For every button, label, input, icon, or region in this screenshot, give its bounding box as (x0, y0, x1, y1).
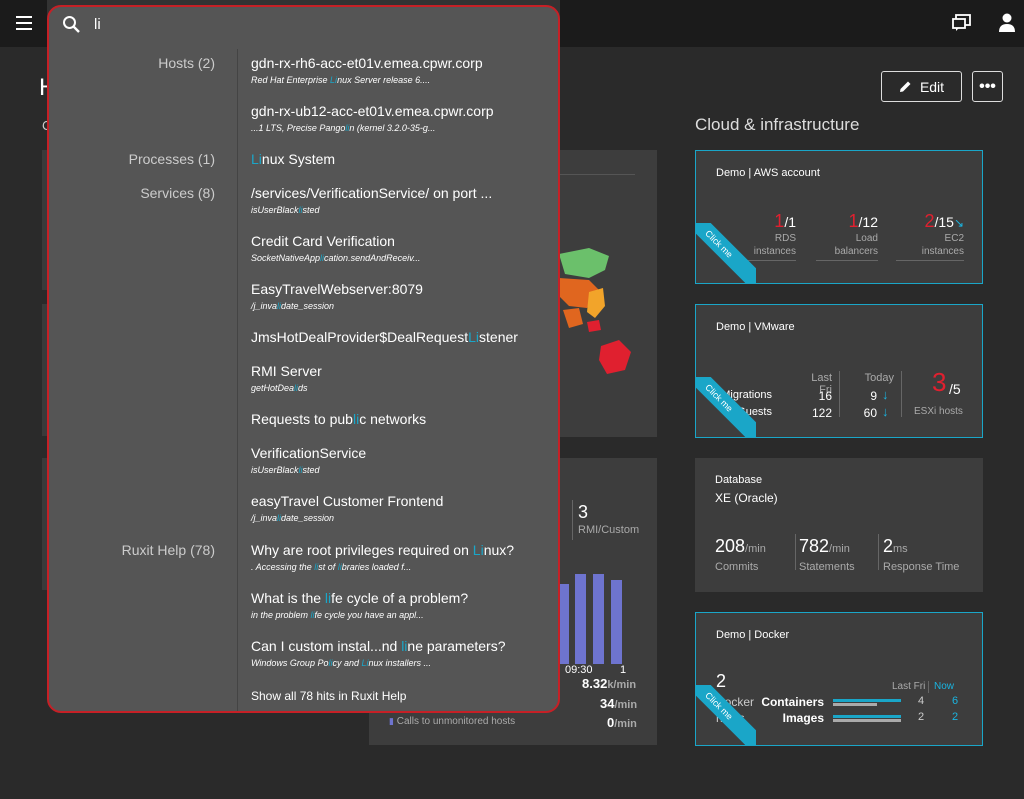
search-result[interactable]: VerificationService isUserBlacklisted (251, 445, 367, 475)
vmware-guests-last: 122 (811, 406, 832, 420)
docker-containers-now: 6 (952, 695, 959, 707)
docker-images-bar-last (833, 719, 901, 722)
show-all-link[interactable]: Show all 78 hits in Ruxit Help (251, 689, 407, 703)
search-result[interactable]: Why are root privileges required on Linu… (251, 542, 515, 572)
docker-col-last: Last Fri (892, 681, 926, 692)
docker-col-now: Now (934, 681, 955, 692)
database-tile-title: Database (715, 474, 763, 486)
aws-lb-metric: 1/12 Load balancers (816, 211, 878, 261)
tile-edge (42, 304, 50, 436)
rate-calls-3: 0/min (607, 715, 637, 730)
docker-images-label: Images (782, 711, 824, 725)
time-label-b: 1 (620, 664, 627, 676)
user-icon[interactable] (998, 13, 1016, 33)
docker-images-bar-now (833, 715, 901, 718)
category-hosts: Hosts (2) (158, 55, 215, 71)
rate-calls-2: 34/min (600, 696, 638, 711)
pencil-icon (899, 81, 911, 92)
services-label: RMI/Custom (578, 524, 640, 536)
search-result[interactable]: gdn-rx-rh6-acc-et01v.emea.cpwr.corp Red … (251, 55, 483, 85)
bar-chart (559, 574, 622, 664)
search-result[interactable]: RMI Server getHotDealids (251, 363, 322, 393)
chat-icon[interactable] (952, 14, 972, 32)
vmware-migrations-last: 16 (818, 389, 832, 403)
vmware-col-today: Today (864, 372, 894, 384)
vmware-tile-title: Demo | VMware (716, 321, 795, 333)
aws-tile[interactable]: Demo | AWS account 1/1 RDS instances 1/1… (695, 150, 983, 284)
services-count: 3 (578, 502, 589, 522)
db-commits: 208/min Commits (715, 536, 766, 573)
edit-button[interactable]: Edit (881, 71, 962, 102)
arrow-down-icon: ↓ (882, 404, 889, 419)
rate-calls-1: 8.32k/min (582, 676, 637, 691)
search-result[interactable]: Credit Card Verification SocketNativeApp… (251, 233, 421, 263)
vmware-esxi-num: 3 (932, 367, 947, 397)
edit-button-label: Edit (919, 78, 945, 95)
docker-containers-last: 4 (918, 695, 925, 707)
search-result[interactable]: Linux System (251, 151, 336, 167)
more-options-button[interactable]: ••• (972, 71, 1003, 102)
database-tile-subtitle: XE (Oracle) (715, 491, 778, 505)
database-tile[interactable]: Database XE (Oracle) 208/min Commits 782… (695, 458, 983, 592)
vmware-esxi-label: ESXi hosts (914, 406, 963, 417)
search-results: Hosts (2) Processes (1) Services (8) Rux… (49, 49, 558, 711)
docker-containers-bar-last (833, 703, 877, 706)
aws-tile-title: Demo | AWS account (716, 167, 820, 179)
category-services: Services (8) (140, 185, 215, 201)
search-result[interactable]: JmsHotDealProvider$DealRequestListener (251, 329, 518, 345)
vmware-col-last: Last Fri (811, 372, 832, 396)
click-me-ribbon[interactable]: Click me (696, 377, 756, 437)
vmware-guests-today: 60 (863, 406, 877, 420)
search-result[interactable]: What is the life cycle of a problem? in … (251, 590, 469, 620)
docker-images-last: 2 (918, 711, 925, 723)
time-label-a: 09:30 (565, 664, 593, 676)
docker-images-now: 2 (952, 711, 959, 723)
click-me-ribbon[interactable]: Click me (696, 685, 756, 745)
docker-containers-label: Containers (761, 695, 824, 709)
arrow-down-icon: ↓ (882, 387, 889, 402)
search-result[interactable]: gdn-rx-ub12-acc-et01v.emea.cpwr.corp ...… (251, 103, 494, 133)
db-statements: 782/min Statements (799, 536, 855, 573)
arrow-down-right-icon: ↘ (953, 216, 964, 230)
tile-edge (42, 150, 50, 290)
vmware-tile[interactable]: Demo | VMware Last Fri Today Migrations … (695, 304, 983, 438)
search-result[interactable]: Requests to public networks (251, 411, 427, 427)
world-map (559, 248, 631, 374)
db-response-time: 2ms Response Time (883, 536, 960, 573)
search-results-dropdown: li Hosts (2) Processes (1) Services (8) … (47, 5, 560, 713)
bar-small-icon: ▮ (389, 716, 394, 726)
category-processes: Processes (1) (128, 151, 215, 167)
page-subtitle: C (42, 118, 51, 133)
tile-edge (42, 458, 50, 590)
vmware-migrations-today: 9 (870, 389, 877, 403)
search-result[interactable]: EasyTravelWebserver:8079 /j_invalidate_s… (251, 281, 423, 311)
docker-tile-title: Demo | Docker (716, 629, 790, 641)
search-input[interactable]: li (94, 16, 101, 33)
search-result[interactable]: Can I custom instal...nd line parameters… (251, 638, 506, 668)
click-me-ribbon[interactable]: Click me (696, 223, 756, 283)
docker-containers-bar-now (833, 699, 901, 702)
unmonitored-calls-label: ▮ Calls to unmonitored hosts (389, 716, 516, 727)
docker-tile[interactable]: Demo | Docker 2 Docker hosts Last Fri No… (695, 612, 983, 746)
search-result[interactable]: easyTravel Customer Frontend /j_invalida… (251, 493, 444, 523)
vmware-migrations-label: Migrations (721, 389, 772, 401)
section-title-cloud: Cloud & infrastructure (695, 115, 860, 134)
aws-rds-metric: 1/1 RDS instances (736, 211, 796, 261)
search-result[interactable]: /services/VerificationService/ on port .… (251, 185, 493, 215)
category-ruxit-help: Ruxit Help (78) (121, 542, 215, 558)
menu-icon[interactable] (16, 16, 32, 30)
vmware-esxi-den: /5 (949, 381, 961, 397)
aws-ec2-metric: 2/15↘ EC2 instances (896, 211, 964, 261)
search-icon (63, 16, 80, 33)
docker-hosts-num: 2 (716, 671, 727, 691)
